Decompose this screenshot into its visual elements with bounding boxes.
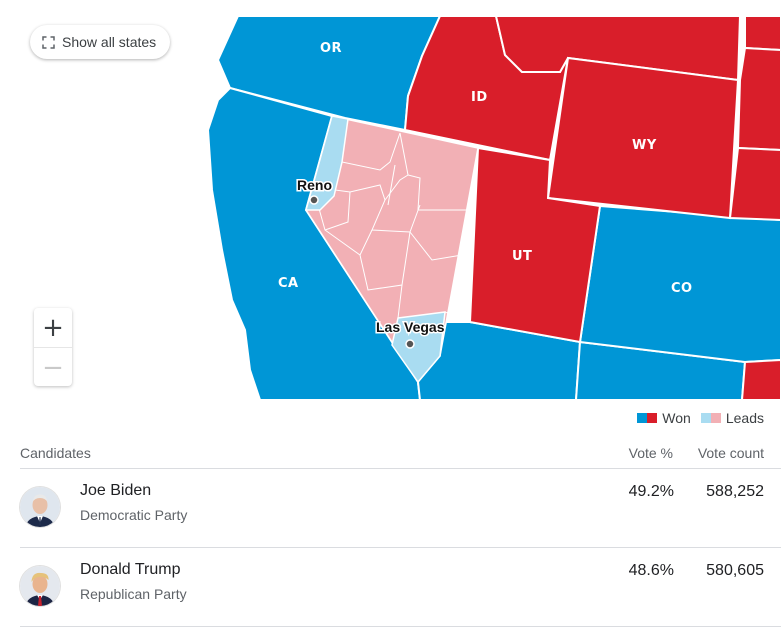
results-table: Candidates Vote % Vote count Joe Biden D… [20, 437, 781, 627]
vote-count: 580,605 [706, 562, 764, 579]
label-wy: WY [632, 138, 657, 153]
label-ut: UT [512, 249, 532, 264]
zoom-out-icon: − [42, 352, 64, 383]
state-south-dakota[interactable] [736, 46, 781, 152]
reno-marker[interactable] [309, 195, 319, 205]
county-washoe[interactable] [305, 115, 349, 211]
legend-leads-label: Leads [725, 410, 764, 426]
state-montana[interactable] [494, 15, 742, 82]
expand-icon [42, 35, 55, 49]
state-north-dakota[interactable] [744, 15, 781, 52]
dem-won-swatch [637, 413, 648, 423]
candidate-name: Donald Trump [80, 561, 181, 578]
candidate-name: Joe Biden [80, 482, 152, 499]
label-reno: Reno [297, 177, 332, 193]
candidate-photo-trump [20, 566, 60, 606]
show-all-states-label: Show all states [62, 34, 157, 50]
table-header: Candidates Vote % Vote count [20, 437, 781, 469]
avatar [20, 487, 60, 527]
map-legend: Won Leads [637, 410, 764, 426]
header-vote-pct: Vote % [628, 445, 673, 461]
rep-won-swatch [647, 413, 658, 423]
legend-won-label: Won [662, 410, 691, 426]
state-utah[interactable] [468, 146, 602, 344]
state-nebraska[interactable] [728, 146, 781, 222]
county-clark[interactable] [391, 311, 446, 384]
candidate-photo-biden [20, 487, 60, 527]
show-all-states-button[interactable]: Show all states [30, 25, 171, 59]
header-candidates: Candidates [20, 445, 91, 461]
label-or: OR [320, 41, 342, 56]
candidate-party: Democratic Party [80, 507, 188, 523]
map-svg[interactable]: OR ID WY CA UT CO Reno Las Vegas [0, 0, 781, 400]
vote-percentage: 48.6% [628, 562, 674, 579]
election-map[interactable]: OR ID WY CA UT CO Reno Las Vegas Show al… [0, 0, 781, 400]
zoom-in-icon: + [42, 312, 64, 343]
header-vote-count: Vote count [697, 445, 764, 461]
vote-count: 588,252 [706, 483, 764, 500]
vote-percentage: 49.2% [628, 483, 674, 500]
table-row[interactable]: Donald Trump Republican Party 48.6% 580,… [20, 548, 781, 627]
zoom-out-button[interactable]: − [34, 348, 72, 387]
label-id: ID [471, 90, 488, 105]
label-las-vegas: Las Vegas [376, 319, 445, 335]
las-vegas-marker[interactable] [405, 339, 415, 349]
state-oklahoma[interactable] [740, 358, 781, 400]
label-co: CO [671, 281, 693, 296]
table-row[interactable]: Joe Biden Democratic Party 49.2% 588,252 [20, 469, 781, 548]
label-ca: CA [278, 276, 299, 291]
rep-leads-swatch [710, 413, 721, 423]
zoom-in-button[interactable]: + [34, 308, 72, 348]
avatar [20, 566, 60, 606]
candidate-party: Republican Party [80, 586, 187, 602]
zoom-control: + − [34, 308, 72, 386]
dem-leads-swatch [700, 413, 711, 423]
